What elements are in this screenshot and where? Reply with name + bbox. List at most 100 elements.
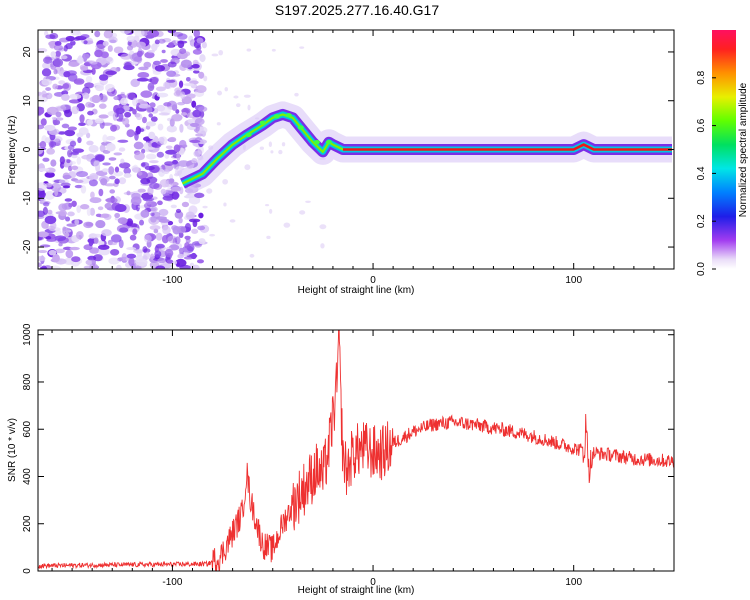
noise-blob — [113, 46, 124, 54]
snr-frame — [37, 329, 675, 572]
noise-blob — [158, 208, 169, 216]
noise-blob — [130, 78, 140, 88]
noise-blob — [38, 146, 44, 155]
noise-blob — [126, 253, 137, 259]
noise-blob — [55, 50, 61, 57]
noise-blob — [184, 235, 191, 240]
noise-blob — [177, 33, 188, 40]
noise-blob — [191, 228, 199, 234]
noise-blob — [64, 129, 76, 137]
noise-blob — [163, 102, 172, 107]
noise-blob — [129, 234, 137, 241]
noise-blob — [38, 231, 49, 238]
noise-blob — [173, 144, 181, 153]
noise-blob — [115, 264, 122, 269]
noise-blob — [174, 236, 181, 245]
noise-blob — [217, 90, 223, 96]
noise-blob — [192, 109, 202, 118]
noise-blob — [160, 59, 168, 63]
noise-blob — [178, 217, 183, 224]
noise-blob — [158, 112, 170, 116]
noise-blob — [38, 255, 46, 262]
noise-blob — [197, 225, 206, 231]
noise-blob — [74, 179, 84, 184]
noise-blob — [53, 68, 58, 75]
colorbar-label: Normalized spectral amplitude — [738, 82, 749, 217]
noise-blob — [91, 67, 96, 75]
noise-blob — [187, 118, 195, 124]
noise-blob — [126, 35, 136, 42]
noise-blob — [181, 112, 188, 116]
noise-blob — [299, 210, 306, 215]
noise-blob — [94, 30, 101, 38]
noise-blob — [174, 258, 187, 267]
noise-blob — [216, 122, 221, 126]
noise-blob — [38, 124, 45, 130]
noise-blob — [171, 186, 182, 192]
ridge-peak — [285, 113, 292, 118]
noise-blob — [162, 81, 173, 90]
noise-blob — [123, 64, 135, 71]
noise-blob — [120, 30, 132, 34]
noise-blob — [105, 83, 115, 93]
noise-blob — [141, 148, 146, 154]
noise-blob — [89, 197, 102, 204]
noise-blob — [130, 196, 142, 206]
noise-blob — [44, 190, 55, 200]
noise-blob — [67, 144, 75, 151]
noise-blob — [197, 106, 208, 112]
noise-blob — [209, 233, 216, 237]
y-tick-label: -20 — [22, 239, 33, 254]
noise-blob — [166, 79, 176, 83]
noise-blob — [46, 226, 56, 230]
noise-blob — [249, 253, 255, 258]
noise-blob — [184, 242, 190, 249]
noise-blob — [57, 131, 67, 135]
noise-blob — [110, 234, 122, 243]
noise-blob — [38, 191, 46, 198]
noise-blob — [88, 145, 99, 153]
noise-blob — [188, 196, 201, 205]
snr-series — [38, 330, 674, 571]
noise-blob — [54, 40, 62, 46]
noise-blob — [78, 122, 86, 127]
noise-blob — [247, 104, 251, 111]
spectrogram-x-axis-label: Height of straight line (km) — [298, 285, 415, 296]
noise-blob — [58, 242, 63, 247]
noise-blob — [50, 141, 57, 148]
noise-blob — [244, 164, 251, 171]
noise-blob — [186, 93, 196, 99]
noise-blob — [305, 200, 311, 203]
noise-blob — [89, 61, 98, 65]
noise-blob — [108, 36, 118, 44]
noise-blob — [61, 93, 70, 101]
noise-blob — [42, 94, 47, 98]
noise-blob — [110, 248, 120, 256]
noise-blob — [139, 219, 145, 226]
noise-blob — [68, 61, 80, 67]
noise-blob — [43, 56, 53, 64]
noise-blob — [135, 125, 142, 135]
noise-blob — [150, 116, 158, 122]
noise-blob — [158, 38, 166, 44]
noise-blob — [134, 30, 145, 38]
noise-blob — [146, 146, 155, 150]
noise-blob — [132, 108, 137, 115]
noise-blob — [132, 228, 138, 235]
noise-blob — [60, 104, 72, 110]
noise-blob — [118, 177, 127, 185]
noise-blob — [161, 235, 169, 244]
noise-blob — [171, 113, 183, 122]
y-tick-label: 200 — [22, 515, 33, 532]
noise-blob — [177, 40, 185, 49]
x-tick-label: -100 — [162, 577, 182, 588]
noise-blob — [145, 200, 152, 205]
noise-blob — [95, 220, 106, 229]
noise-blob — [60, 182, 71, 187]
noise-blob — [147, 82, 155, 92]
y-tick-label: -10 — [22, 191, 33, 206]
noise-blob — [168, 178, 174, 185]
noise-blob — [118, 162, 131, 169]
noise-blob — [83, 40, 88, 45]
ridge-peak — [313, 139, 320, 145]
